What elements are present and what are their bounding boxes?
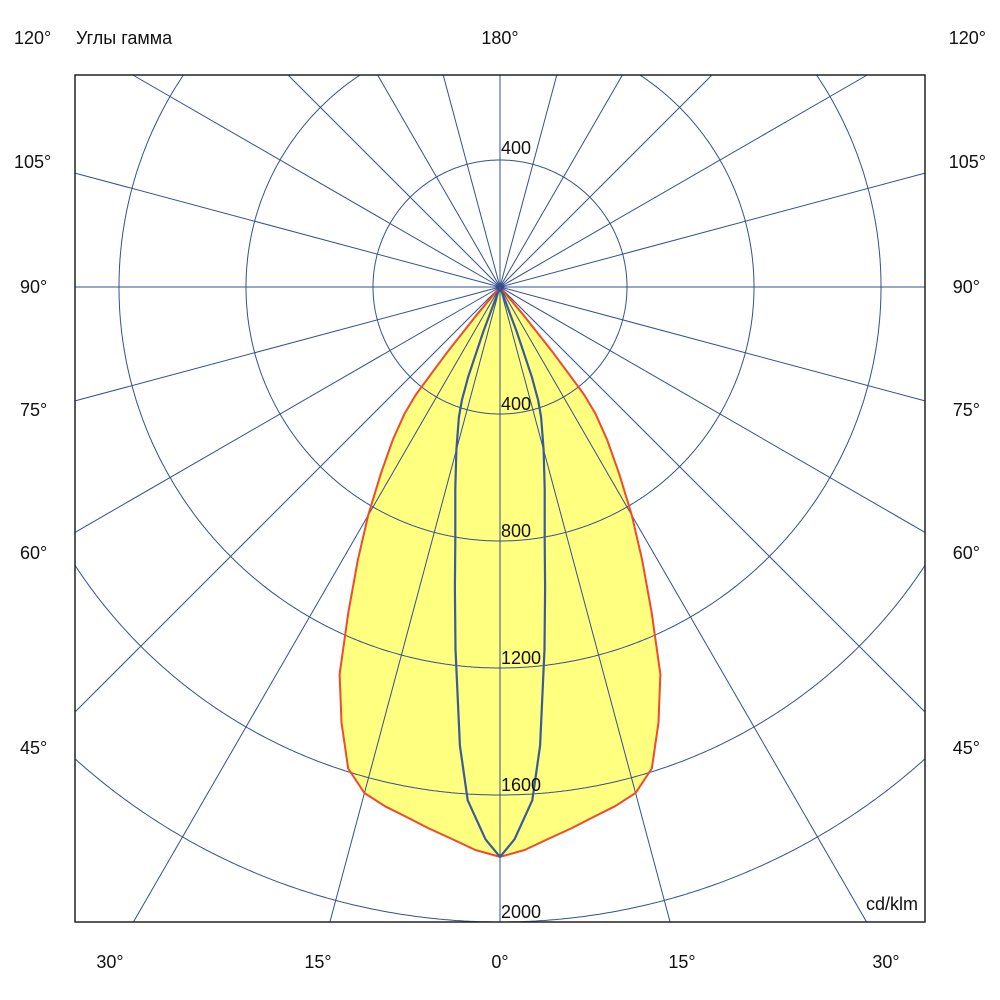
radial-grid-line bbox=[499, 74, 558, 288]
curve-outlines bbox=[338, 283, 662, 858]
bottom-angle-label: 30° bbox=[872, 952, 899, 972]
left-angle-label: 45° bbox=[20, 738, 47, 758]
radial-grid-line bbox=[499, 74, 868, 288]
radial-grid-line bbox=[499, 286, 926, 713]
radial-grid-line bbox=[132, 286, 501, 923]
radial-grid-line bbox=[499, 74, 623, 288]
radial-grid-line bbox=[287, 74, 501, 288]
radial-tick-label: 400 bbox=[501, 394, 531, 414]
c90-c270-curve bbox=[453, 285, 547, 858]
ring-grid-line bbox=[372, 159, 628, 415]
ring-grid-line bbox=[245, 74, 755, 542]
ring-grid-line bbox=[74, 758, 926, 923]
radial-grid-line bbox=[377, 74, 501, 288]
radial-tick-label: 400 bbox=[501, 138, 531, 158]
top-right-angle-label: 120° bbox=[949, 28, 986, 48]
polar-grid bbox=[74, 74, 926, 923]
left-angle-label: 90° bbox=[20, 277, 47, 297]
radial-tick-labels: 400 400 800 1200 1600 2000 bbox=[501, 138, 541, 922]
radial-tick-label: 2000 bbox=[501, 902, 541, 922]
ring-grid-line bbox=[74, 565, 926, 796]
radial-grid-line bbox=[442, 74, 501, 288]
radial-grid-line bbox=[74, 286, 501, 402]
radial-grid-line bbox=[74, 286, 501, 713]
radial-grid-line bbox=[74, 286, 501, 533]
left-angle-label: 60° bbox=[20, 543, 47, 563]
bottom-angle-label: 15° bbox=[668, 952, 695, 972]
radial-grid-line bbox=[499, 74, 713, 288]
radial-tick-label: 800 bbox=[501, 521, 531, 541]
left-angle-label: 75° bbox=[20, 400, 47, 420]
radial-grid-line bbox=[132, 74, 501, 288]
right-angle-label: 105° bbox=[949, 152, 986, 172]
left-angle-label: 105° bbox=[14, 152, 51, 172]
radial-grid-line bbox=[329, 286, 501, 923]
right-angle-label: 90° bbox=[953, 277, 980, 297]
radial-grid-line bbox=[499, 172, 926, 288]
right-angle-label: 45° bbox=[953, 738, 980, 758]
bottom-angle-label: 0° bbox=[491, 952, 508, 972]
radial-grid-line bbox=[499, 286, 868, 923]
plot-frame bbox=[74, 74, 926, 923]
unit-label: cd/klm bbox=[866, 894, 918, 914]
radial-grid-line bbox=[499, 286, 671, 923]
radial-tick-label: 1200 bbox=[501, 648, 541, 668]
radial-grid-line bbox=[74, 172, 501, 288]
top-center-angle-label: 180° bbox=[481, 28, 518, 48]
radial-grid-line bbox=[499, 286, 926, 402]
radial-grid-line bbox=[499, 286, 926, 533]
ring-grid-line bbox=[118, 75, 882, 669]
right-angle-label: 60° bbox=[953, 543, 980, 563]
bottom-angle-label: 15° bbox=[304, 952, 331, 972]
center-point bbox=[496, 283, 504, 291]
radial-tick-label: 1600 bbox=[501, 775, 541, 795]
right-angle-label: 75° bbox=[953, 400, 980, 420]
top-left-angle-label: 120° bbox=[14, 28, 51, 48]
bottom-angle-label: 30° bbox=[96, 952, 123, 972]
diagram-title: Углы гамма bbox=[76, 28, 173, 48]
